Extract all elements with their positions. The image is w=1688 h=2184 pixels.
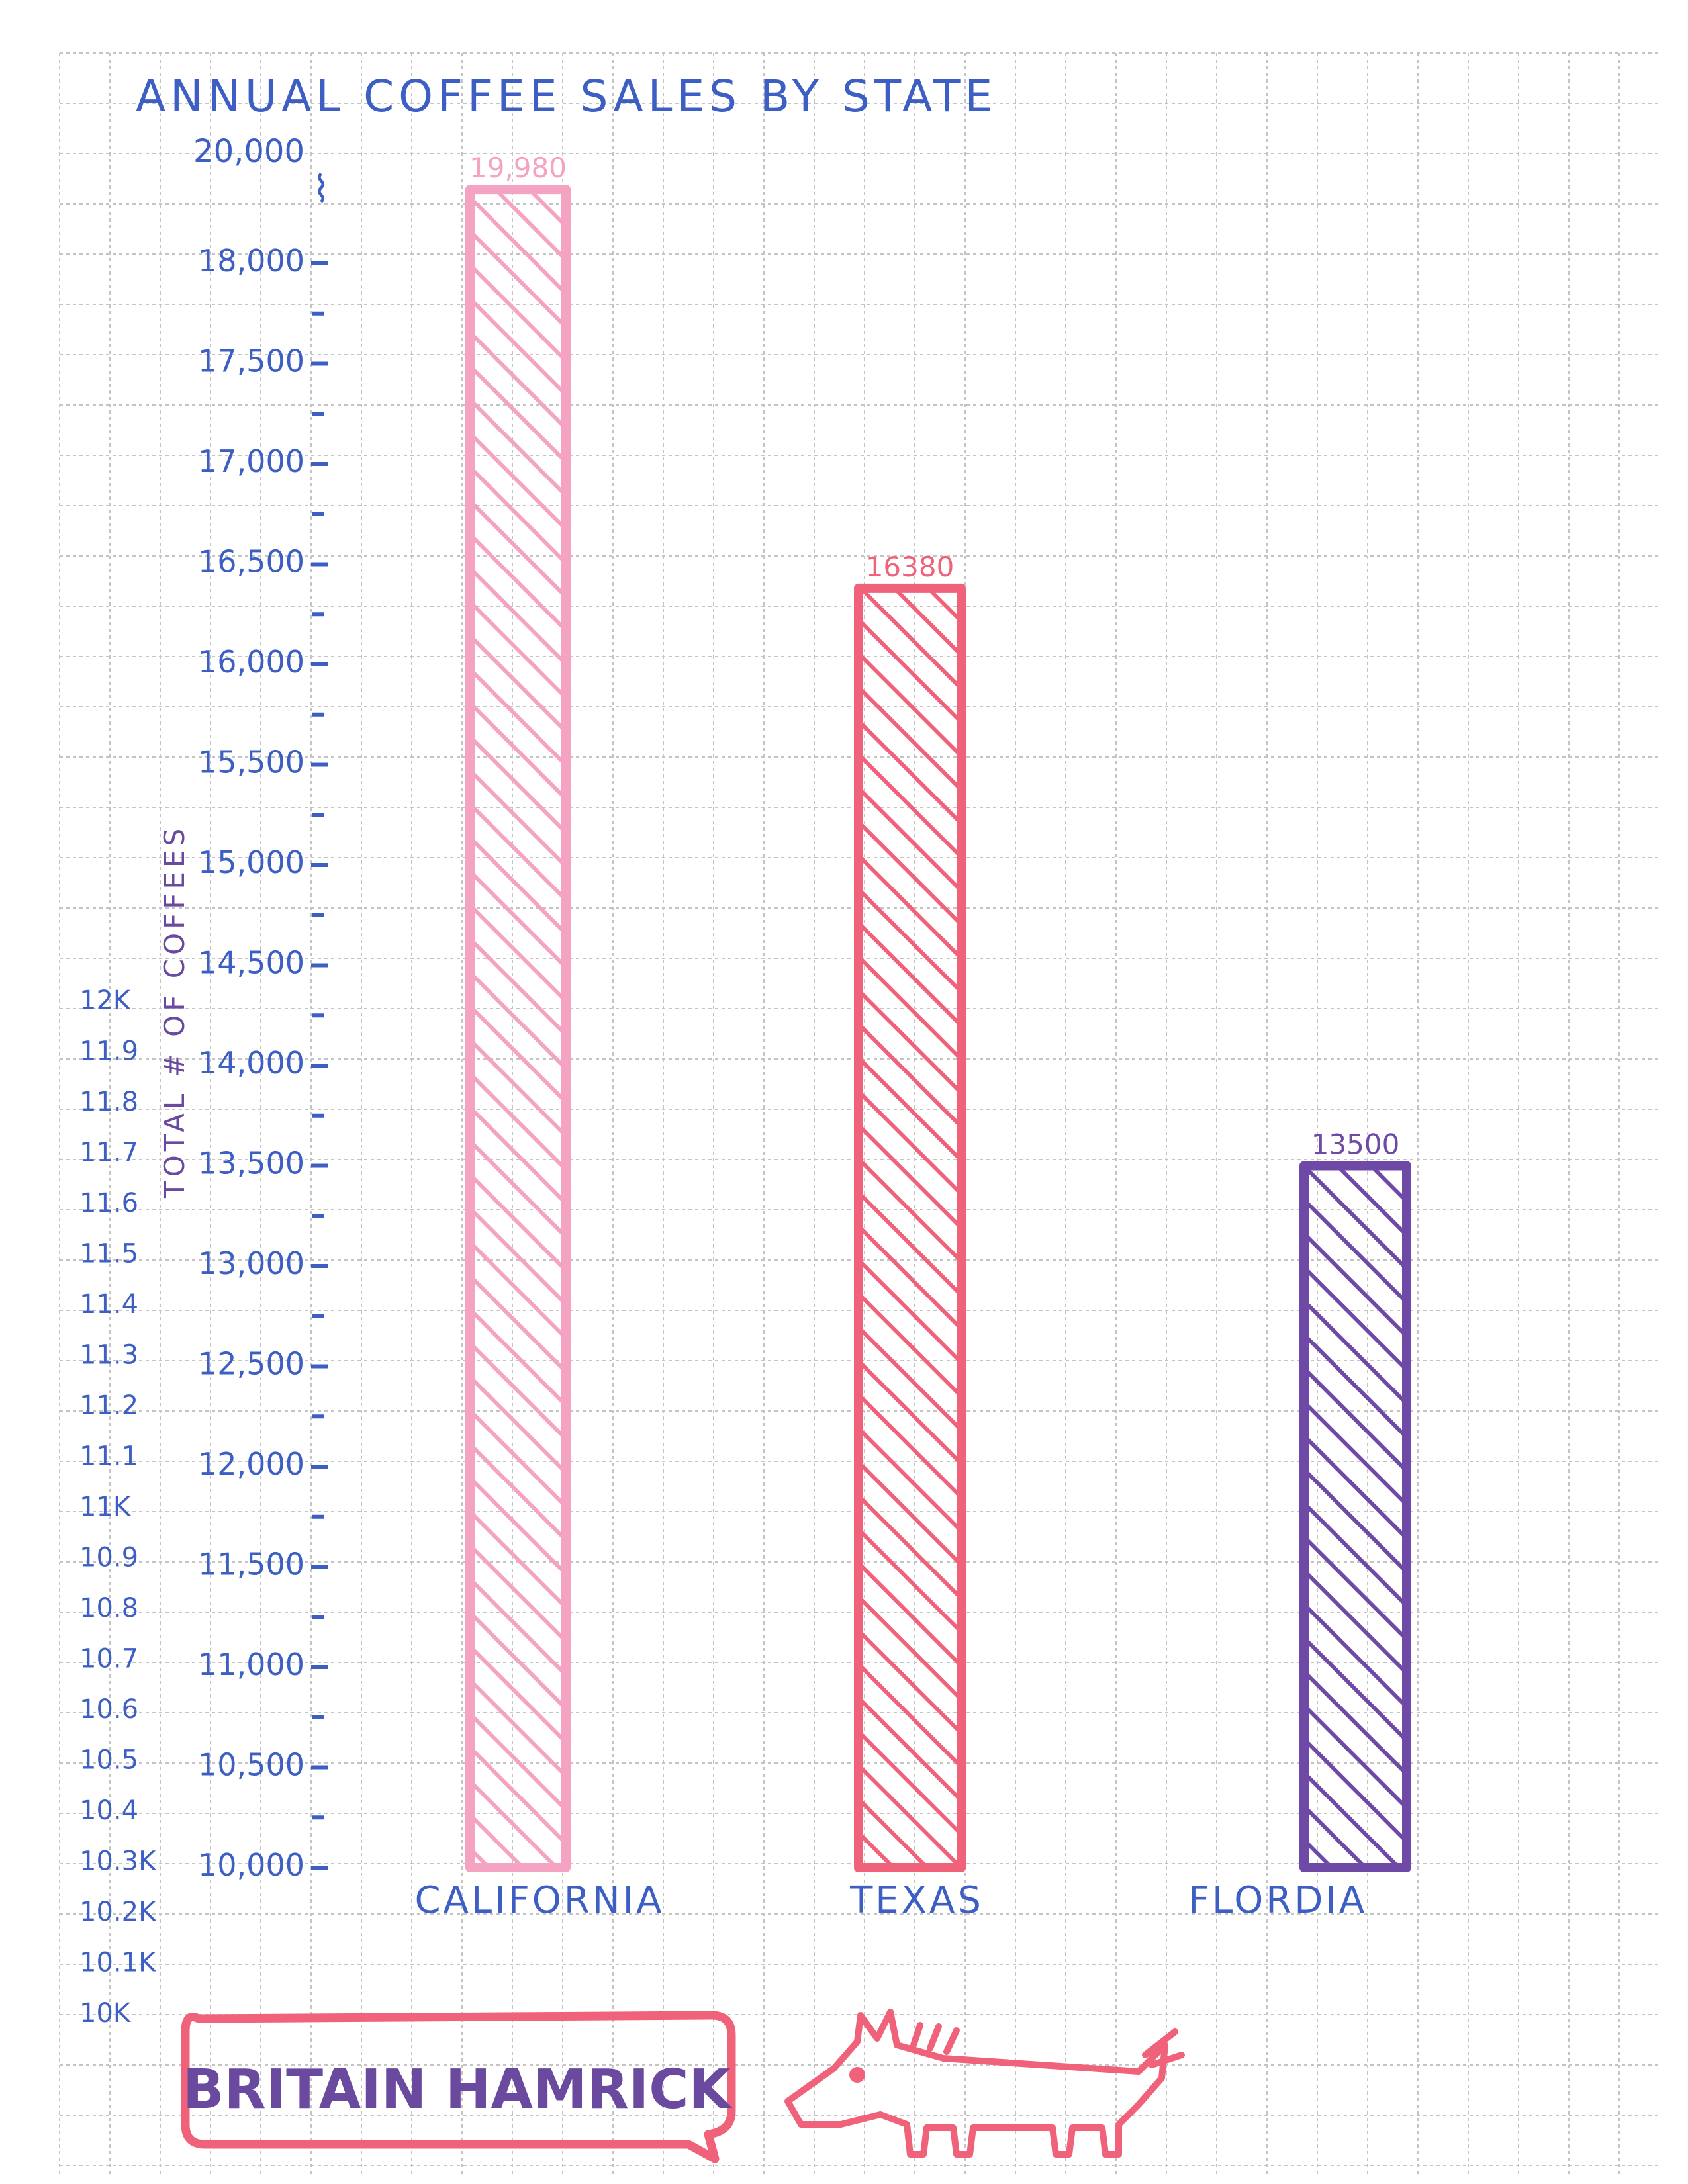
y-tick-label: 15,000: [198, 844, 305, 880]
bars: 19,980 CALIFORNIA 16380 TEXAS 13500 FLORDIA: [414, 152, 1411, 1922]
scale-label: 11.1: [79, 1441, 138, 1472]
y-tick-label: 14,000: [198, 1045, 305, 1081]
bar: [1299, 1161, 1411, 1872]
scale-label: 10.8: [79, 1593, 138, 1623]
y-tick-label: 11,500: [198, 1547, 305, 1582]
y-axis-top-label: 20,000: [193, 133, 305, 170]
signature-badge: BRITAIN HAMRICK: [181, 2011, 736, 2163]
dog-doodle: [784, 2009, 1185, 2158]
scale-label: 11.2: [79, 1390, 138, 1421]
y-axis-label: TOTAL # OF COFFEES: [158, 825, 191, 1199]
scale-label: 10.1K: [79, 1948, 157, 1978]
y-tick-label: 11,000: [198, 1647, 305, 1682]
bar-value-label: 19,980: [469, 152, 567, 184]
discarded-scale-labels: 12K 11.9 11.8 11.7 11.6 11.5 11.4 11.3 11.2 11.1 1…: [79, 985, 157, 2028]
scale-label: 11.9: [79, 1036, 138, 1067]
y-tick-label: 16,500: [198, 544, 305, 580]
axis-break-mark: ⌇: [312, 168, 330, 211]
scale-label: 10.5: [79, 1745, 138, 1776]
y-tick-label: 14,500: [198, 945, 305, 981]
chart-title: ANNUAL COFFEE SALES BY STATE: [136, 71, 997, 122]
scale-label: 11.3: [79, 1340, 138, 1371]
y-tick-label: 13,000: [198, 1246, 305, 1281]
x-category-label: FLORDIA: [1188, 1879, 1367, 1922]
x-category-label: TEXAS: [849, 1879, 984, 1922]
y-tick-label: 17,500: [198, 343, 305, 379]
y-tick-label: 12,500: [198, 1346, 305, 1382]
signature-text: BRITAIN HAMRICK: [183, 2058, 733, 2121]
scale-label: 10K: [79, 1998, 132, 2028]
y-tick-label: 17,000: [198, 443, 305, 479]
scale-label: 11.6: [79, 1188, 138, 1218]
y-tick-label: 10,500: [198, 1747, 305, 1783]
y-tick-label: 16,000: [198, 644, 305, 680]
bar: [854, 583, 966, 1872]
bar-value-label: 13500: [1311, 1128, 1400, 1161]
y-tick-label: 15,500: [198, 745, 305, 780]
scale-label: 11.4: [79, 1289, 138, 1320]
scale-label: 12K: [79, 985, 132, 1016]
bar-group: 16380 TEXAS: [849, 551, 984, 1922]
scale-label: 11.5: [79, 1239, 138, 1269]
bar: [465, 185, 571, 1873]
scale-label: 10.7: [79, 1644, 138, 1674]
y-tick-label: 10,000: [198, 1847, 305, 1883]
scale-label: 11.8: [79, 1087, 138, 1117]
scale-label: 10.4: [79, 1796, 138, 1826]
scale-label: 10.2K: [79, 1897, 157, 1927]
y-axis-ticks: 10,000 10,500 11,000 11,500 12,000 12,500 13,0…: [198, 243, 328, 1883]
y-tick-label: 18,000: [198, 243, 305, 279]
bar-value-label: 16380: [866, 551, 955, 583]
scale-label: 10.6: [79, 1694, 138, 1725]
scale-label: 11.7: [79, 1138, 138, 1168]
y-tick-label: 12,000: [198, 1446, 305, 1482]
scale-label: 10.9: [79, 1543, 138, 1573]
x-category-label: CALIFORNIA: [414, 1879, 664, 1922]
bar-group: 13500 FLORDIA: [1188, 1128, 1411, 1922]
scale-label: 11K: [79, 1492, 132, 1522]
scale-label: 10.3K: [79, 1846, 157, 1877]
bar-group: 19,980 CALIFORNIA: [414, 152, 664, 1922]
y-tick-label: 13,500: [198, 1146, 305, 1181]
